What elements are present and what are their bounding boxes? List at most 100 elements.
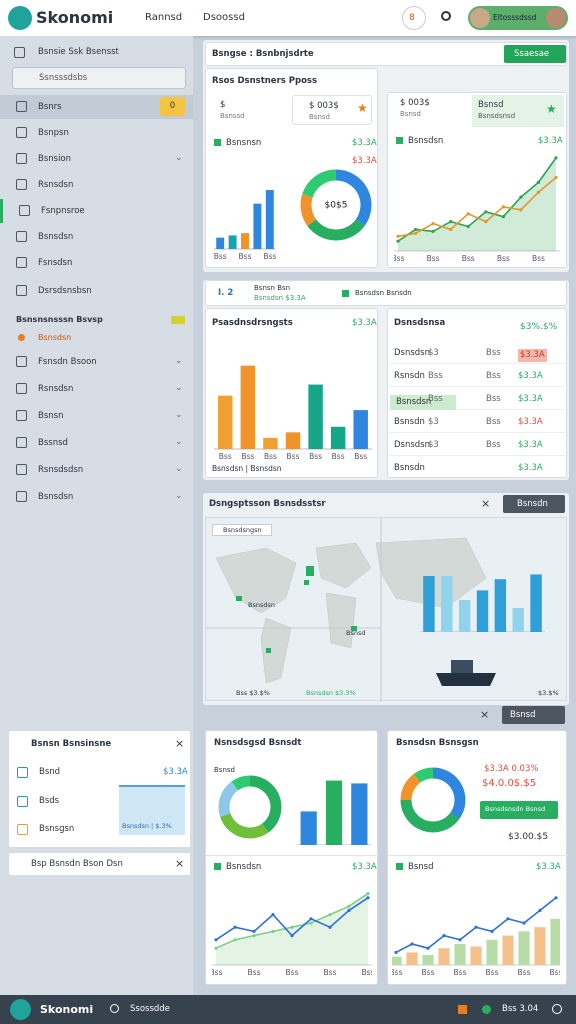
nav-item[interactable]: Fsnpnsroe <box>0 199 193 223</box>
donut-segment <box>432 767 466 820</box>
shape <box>351 626 357 631</box>
nav-item[interactable]: Rsnsdsn ⌄ <box>0 377 193 401</box>
donut-segment <box>300 194 317 226</box>
close-button[interactable]: × <box>481 497 491 510</box>
header-sub: Bsnsdsn $3.3A <box>254 294 306 302</box>
x-tick-label: Bss <box>462 254 475 263</box>
search-text[interactable]: Ssossdde <box>130 1004 170 1014</box>
point <box>519 208 523 212</box>
nav-item[interactable]: Bsnsn ⌄ <box>0 404 193 428</box>
nav-item[interactable]: Bsnrs 0 <box>0 95 193 119</box>
widget-title: Bsnsn Bsnsinsne <box>31 739 112 749</box>
close-button[interactable]: × <box>175 857 185 870</box>
point <box>466 212 470 216</box>
nav-item[interactable]: Bsnsion ⌄ <box>0 147 193 171</box>
table-cell: Bss <box>428 371 443 381</box>
point <box>309 921 313 925</box>
donut-center: $0$5 <box>325 201 348 211</box>
nav-label: Fsnpnsroe <box>41 206 85 216</box>
bar <box>228 235 237 249</box>
close-button[interactable]: × <box>175 737 185 750</box>
x-tick-label: Bss <box>427 254 440 263</box>
bar <box>330 426 346 449</box>
icon <box>16 356 27 367</box>
table-row-line <box>388 455 568 456</box>
bar <box>441 576 453 632</box>
bar <box>253 203 262 249</box>
point <box>214 946 218 950</box>
nav-item[interactable]: Bssnsd ⌄ <box>0 431 193 455</box>
nav-label: Bsnsdsn <box>38 232 74 242</box>
bar-chart <box>420 574 545 632</box>
button[interactable]: Bsnsdn <box>503 495 565 513</box>
x-tick-label: Bss <box>362 968 372 977</box>
search-icon[interactable] <box>110 1004 119 1013</box>
mini-panel-label: Bsnsdsn | $.3% <box>122 822 172 830</box>
button[interactable]: Bsnsd <box>502 706 565 724</box>
notification-badge: 8 <box>409 13 415 23</box>
donut-segment <box>413 767 434 783</box>
nav-item[interactable]: Fsnsdsn <box>0 251 193 275</box>
chevron: ⌄ <box>175 437 183 447</box>
nav-item[interactable]: Fsnsdn Bsoon ⌄ <box>0 350 193 374</box>
nav-link[interactable]: Rannsd <box>145 12 183 23</box>
icon <box>16 437 27 448</box>
icon <box>16 410 27 421</box>
bar <box>353 410 368 449</box>
icon <box>17 796 28 807</box>
point <box>233 938 237 942</box>
bar <box>351 783 368 845</box>
user-pill[interactable]: Eltosssdssd <box>468 6 568 30</box>
nav-item[interactable]: Bsnsdsn <box>0 225 193 249</box>
nav-item[interactable]: Rsnsdsn <box>0 173 193 197</box>
bar <box>534 927 546 965</box>
bar <box>470 946 482 965</box>
search-box[interactable]: Ssnsssdsbs <box>12 67 186 89</box>
point <box>474 925 478 929</box>
point <box>431 229 435 233</box>
avatar <box>470 8 490 28</box>
donut-segment <box>400 799 460 833</box>
section-tag <box>171 316 185 324</box>
point <box>271 929 275 933</box>
button[interactable]: Bsnsdsnsdn Bsnsd <box>480 801 558 819</box>
icon <box>16 127 27 138</box>
nav-item[interactable]: Dsrsdsnsbsn <box>0 279 193 303</box>
point <box>554 156 558 160</box>
notification-button[interactable]: 8 <box>402 6 426 30</box>
bar <box>240 365 256 449</box>
table-cell: Bss <box>486 394 501 404</box>
stat-sub: Bsnssd <box>220 112 245 120</box>
close-button[interactable]: × <box>480 708 490 721</box>
area <box>398 157 556 251</box>
table-cell: Bss <box>486 371 501 381</box>
table-cell: Bss <box>486 348 501 358</box>
nav-item[interactable]: Rsnsdsdsn ⌄ <box>0 458 193 482</box>
point <box>484 220 488 224</box>
nav-link[interactable]: Dsoossd <box>203 12 245 23</box>
icon <box>16 491 27 502</box>
button-label: Ssaesae <box>514 49 550 59</box>
map-legend: Bsnsdsn $3.3% <box>306 689 356 697</box>
search-placeholder: Ssnsssdsbs <box>39 73 88 83</box>
section-item[interactable]: Bsnsdsn <box>38 333 72 342</box>
point <box>449 220 453 224</box>
status-icon[interactable] <box>441 11 451 21</box>
button-label: Bsnsdn <box>517 499 548 509</box>
star-icon: ★ <box>546 102 557 116</box>
x-tick-label: Bss <box>550 968 560 977</box>
bar <box>241 233 249 249</box>
search-widget[interactable]: Bsp Bsnsdn Bson Dsn × <box>8 852 191 876</box>
point <box>538 908 542 912</box>
settings-icon[interactable] <box>552 1004 562 1014</box>
mini-panel: Bsnsdsn | $.3% <box>119 785 185 835</box>
nav-item[interactable]: Bsnsdsn ⌄ <box>0 485 193 509</box>
chevron: ⌄ <box>175 491 183 501</box>
card-footer: Bsnsdsn | Bsnsdsn <box>212 464 282 473</box>
star-icon: ★ <box>357 101 368 115</box>
brand: Skonomi <box>36 8 114 27</box>
icon <box>16 101 27 112</box>
nav-item[interactable]: Bsnpsn <box>0 121 193 145</box>
button[interactable]: Ssaesae <box>504 45 566 63</box>
bar <box>502 935 514 965</box>
